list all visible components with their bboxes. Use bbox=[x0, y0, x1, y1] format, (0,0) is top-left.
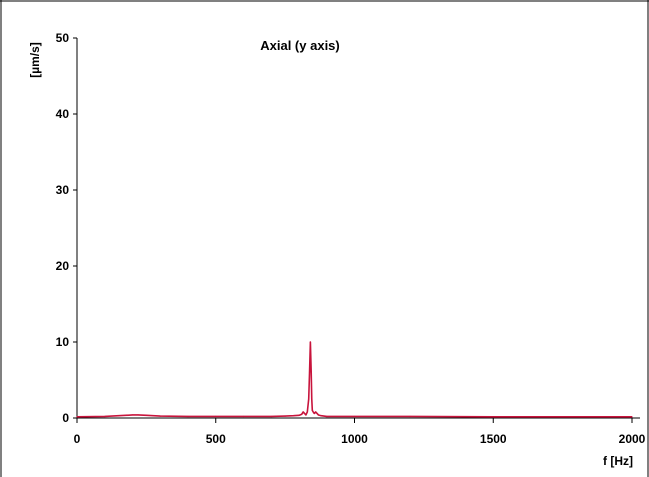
data-point bbox=[315, 411, 317, 413]
data-point bbox=[575, 416, 578, 418]
y-tick-label: 40 bbox=[56, 107, 70, 121]
y-tick-label: 30 bbox=[56, 183, 70, 197]
series-line bbox=[76, 341, 632, 418]
data-point bbox=[326, 415, 328, 418]
data-point bbox=[320, 415, 322, 417]
data-point bbox=[137, 414, 139, 416]
data-point bbox=[313, 412, 315, 415]
x-axis-label: f [Hz] bbox=[603, 454, 633, 468]
y-tick-label: 50 bbox=[56, 31, 70, 45]
data-point bbox=[292, 415, 295, 417]
data-point bbox=[131, 414, 134, 416]
y-tick-label: 0 bbox=[62, 411, 69, 425]
data-point bbox=[159, 415, 161, 417]
y-ticks: 0 10 20 30 40 50 bbox=[56, 31, 77, 425]
data-point bbox=[306, 411, 308, 413]
data-point bbox=[104, 415, 106, 418]
data-point bbox=[270, 415, 272, 418]
x-tick-label: 2000 bbox=[619, 432, 646, 446]
y-axis-label: [µm/s] bbox=[28, 42, 42, 78]
data-point bbox=[309, 341, 311, 343]
x-tick-label: 1500 bbox=[480, 432, 507, 446]
data-point bbox=[187, 415, 189, 418]
data-point bbox=[215, 415, 217, 418]
data-point bbox=[310, 371, 312, 373]
data-point bbox=[302, 411, 304, 413]
data-point bbox=[312, 411, 314, 413]
y-tick-label: 20 bbox=[56, 259, 70, 273]
data-point bbox=[409, 415, 411, 418]
data-point bbox=[303, 412, 306, 415]
data-point bbox=[317, 414, 320, 416]
data-point bbox=[631, 416, 633, 418]
x-tick-label: 500 bbox=[206, 432, 226, 446]
data-point bbox=[492, 416, 494, 418]
data-point bbox=[308, 371, 311, 373]
chart-title: Axial (y axis) bbox=[260, 38, 340, 53]
data-point bbox=[298, 414, 300, 416]
data-point bbox=[308, 398, 310, 400]
x-tick-label: 1000 bbox=[341, 432, 368, 446]
x-tick-label: 0 bbox=[74, 432, 81, 446]
series-layer bbox=[76, 341, 633, 418]
data-point bbox=[311, 398, 313, 400]
data-point bbox=[353, 415, 356, 418]
data-point bbox=[305, 414, 307, 416]
data-point bbox=[145, 414, 147, 416]
data-point bbox=[118, 415, 120, 417]
data-point bbox=[301, 413, 303, 415]
data-point bbox=[242, 415, 245, 418]
y-tick-label: 10 bbox=[56, 335, 70, 349]
x-ticks: 0 500 1000 1500 2000 bbox=[74, 418, 646, 446]
data-point bbox=[284, 415, 286, 417]
data-point bbox=[76, 416, 78, 418]
data-point bbox=[311, 409, 313, 411]
